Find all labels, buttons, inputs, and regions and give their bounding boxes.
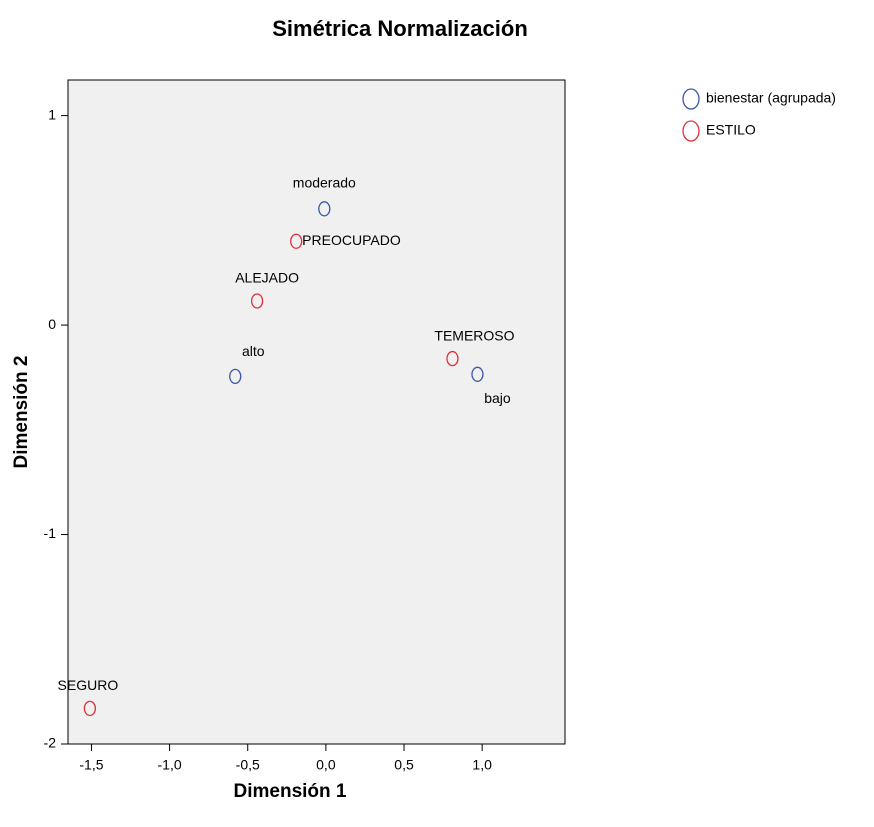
point <box>250 293 264 309</box>
x-axis-title: Dimensión 1 <box>234 781 347 802</box>
y-tick-label: -1 <box>44 525 57 541</box>
point <box>318 201 331 217</box>
chart-title: Simétrica Normalización <box>272 16 528 41</box>
point-label: TEMEROSO <box>434 327 514 343</box>
point-label: PREOCUPADO <box>302 232 401 248</box>
point-label: moderado <box>293 175 356 191</box>
legend-marker <box>682 120 700 142</box>
point <box>446 350 459 367</box>
point <box>290 233 303 249</box>
x-tick-label: 0,0 <box>316 757 336 773</box>
x-tick-label: -1,5 <box>79 757 103 773</box>
point <box>229 368 242 385</box>
x-tick-label: -0,5 <box>236 757 260 773</box>
y-tick-label: 0 <box>48 316 56 332</box>
point <box>471 366 484 382</box>
x-tick-label: 1,0 <box>472 757 492 773</box>
legend-label: bienestar (agrupada) <box>706 90 836 106</box>
plot-area <box>67 79 566 745</box>
y-tick-label: -2 <box>44 735 57 751</box>
point-label: alto <box>242 343 265 359</box>
point-label: bajo <box>484 390 511 406</box>
point-label: SEGURO <box>58 677 119 693</box>
point-label: ALEJADO <box>235 270 299 286</box>
x-tick-label: 0,5 <box>394 757 414 773</box>
y-tick-label: 1 <box>48 106 56 122</box>
legend-label: ESTILO <box>706 122 756 138</box>
legend-marker <box>682 88 700 110</box>
y-axis-title: Dimensión 2 <box>11 356 32 469</box>
x-tick-label: -1,0 <box>158 757 182 773</box>
point <box>83 700 97 717</box>
